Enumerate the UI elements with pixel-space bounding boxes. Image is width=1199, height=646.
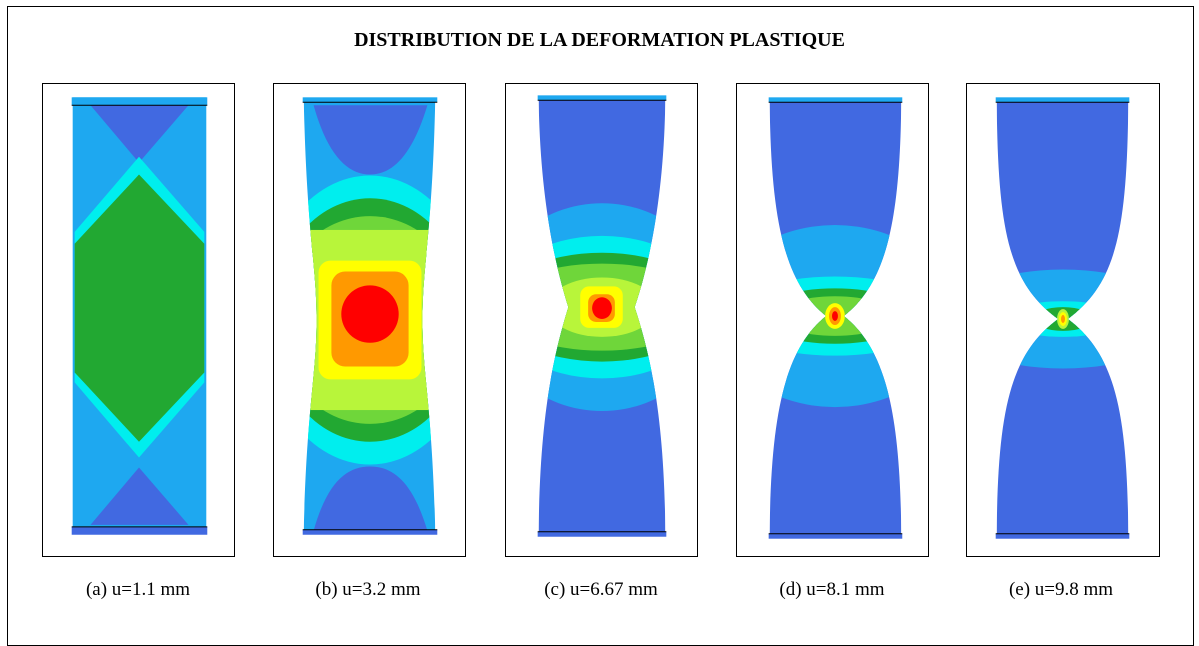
top-clamp xyxy=(995,97,1130,103)
bottom-clamp xyxy=(302,529,438,535)
specimen-a xyxy=(71,97,208,535)
top-clamp xyxy=(537,95,667,101)
top-clamp xyxy=(71,97,208,106)
panel-c xyxy=(505,83,698,557)
region-blue-bottom xyxy=(90,467,189,525)
specimen-e xyxy=(995,97,1130,539)
region-red xyxy=(592,297,612,320)
region-blue-top xyxy=(313,105,428,175)
region-red xyxy=(341,285,399,343)
specimen-b xyxy=(302,97,438,535)
figure-title: DISTRIBUTION DE LA DEFORMATION PLASTIQUE xyxy=(354,29,845,51)
caption-a: (a) u=1.1 mm xyxy=(85,579,191,600)
panel-e xyxy=(966,83,1160,557)
caption-e: (e) u=9.8 mm xyxy=(1008,579,1114,600)
region-darkgreen xyxy=(74,174,205,442)
caption-c: (c) u=6.67 mm xyxy=(544,579,658,600)
region-orange xyxy=(1061,315,1065,323)
top-clamp xyxy=(302,97,438,103)
region-blue-top xyxy=(90,105,189,163)
region-blue-bottom xyxy=(313,466,428,531)
caption-d: (d) u=8.1 mm xyxy=(779,579,885,600)
panel-b xyxy=(273,83,466,557)
bottom-clamp xyxy=(71,526,208,535)
bottom-clamp xyxy=(537,531,667,537)
panel-a xyxy=(42,83,235,557)
bottom-clamp xyxy=(768,533,903,539)
specimen-c xyxy=(537,95,667,537)
top-clamp xyxy=(768,97,903,103)
panel-d xyxy=(736,83,929,557)
region-red xyxy=(832,311,838,321)
specimen-d xyxy=(768,97,903,539)
bottom-clamp xyxy=(995,533,1130,539)
caption-b: (b) u=3.2 mm xyxy=(315,579,421,600)
